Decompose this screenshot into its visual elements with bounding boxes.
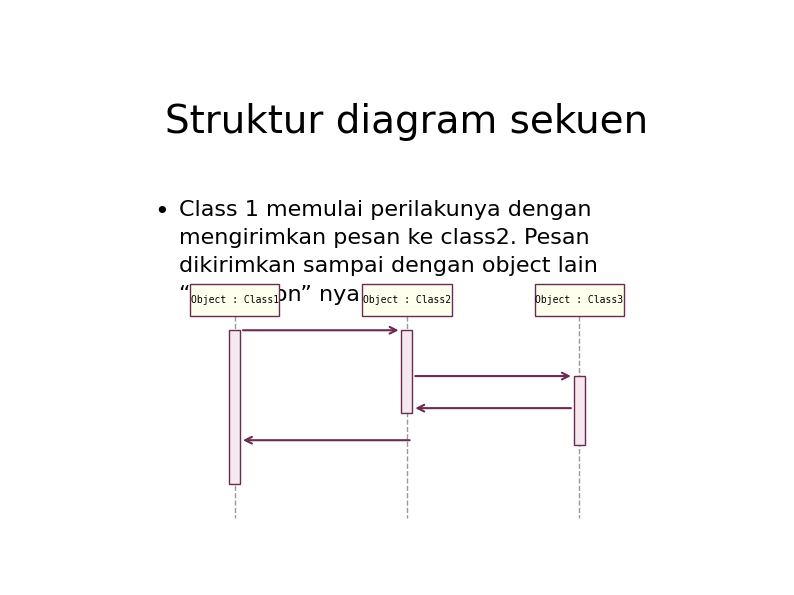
Text: dikirimkan sampai dengan object lain: dikirimkan sampai dengan object lain	[179, 256, 598, 277]
Bar	[534, 284, 624, 315]
Bar	[190, 284, 279, 315]
Text: “merespon” nya: “merespon” nya	[179, 285, 360, 305]
Text: Object : Class3: Object : Class3	[535, 295, 623, 305]
Bar	[229, 330, 240, 484]
Text: Object : Class2: Object : Class2	[363, 295, 451, 305]
Text: Struktur diagram sekuen: Struktur diagram sekuen	[165, 104, 649, 142]
Text: Class 1 memulai perilakunya dengan: Class 1 memulai perilakunya dengan	[179, 200, 592, 220]
Bar	[574, 376, 584, 445]
Text: •: •	[155, 200, 169, 224]
Text: Object : Class1: Object : Class1	[191, 295, 279, 305]
Bar	[402, 330, 412, 413]
Text: mengirimkan pesan ke class2. Pesan: mengirimkan pesan ke class2. Pesan	[179, 228, 590, 248]
Bar	[362, 284, 452, 315]
